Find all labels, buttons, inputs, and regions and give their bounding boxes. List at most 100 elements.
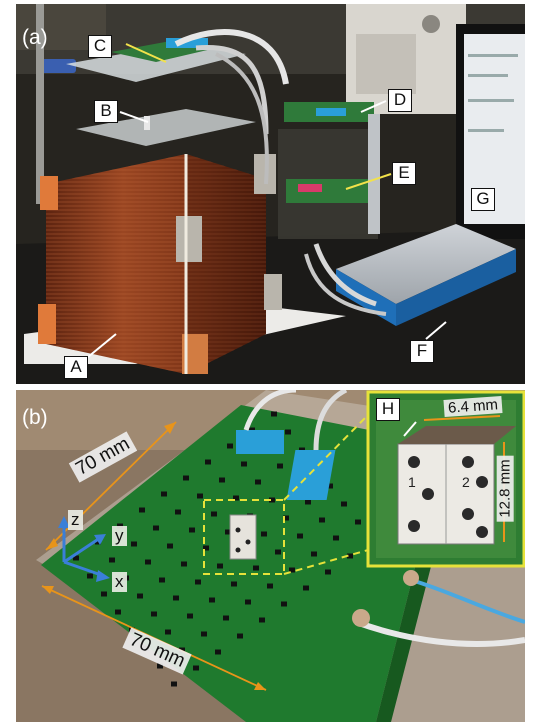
hall-sensor — [311, 551, 317, 557]
hall-sensor — [297, 533, 303, 539]
hall-sensor — [197, 493, 203, 499]
sensor-wires — [243, 390, 297, 431]
hall-sensor — [319, 517, 325, 523]
hall-sensor — [267, 583, 273, 589]
hall-sensor — [175, 509, 181, 515]
hall-sensor — [203, 545, 209, 551]
daq-cables — [304, 253, 387, 316]
hall-sensor — [227, 443, 233, 449]
blue-connector — [286, 450, 336, 500]
hall-sensor — [237, 633, 243, 639]
hall-sensor — [153, 525, 159, 531]
dim-arrowhead — [46, 538, 58, 550]
hall-sensor — [325, 569, 331, 575]
hall-sensor — [109, 557, 115, 563]
hall-sensor — [341, 501, 347, 507]
leader-a — [87, 333, 117, 358]
hall-sensor — [327, 483, 333, 489]
hall-sensor — [173, 595, 179, 601]
leader-c — [125, 43, 167, 63]
inset-dot — [408, 456, 420, 468]
blue-cable — [410, 578, 525, 624]
magnet-highlight-box — [203, 499, 285, 575]
dim-arrowhead — [164, 422, 176, 434]
top-connectors — [166, 38, 208, 48]
hall-sensor — [277, 463, 283, 469]
axis-arrowhead — [58, 516, 70, 528]
support-pole — [36, 4, 44, 204]
leader-d — [360, 100, 387, 113]
magnet-dot — [245, 539, 251, 545]
hall-sensor — [269, 497, 275, 503]
hall-sensor — [95, 539, 101, 545]
blue-tape-roll — [36, 59, 76, 73]
hall-sensor — [225, 529, 231, 535]
dim-line-top — [45, 421, 177, 551]
callout-g: G — [471, 188, 495, 211]
hall-sensor — [183, 475, 189, 481]
cable-connector — [352, 609, 370, 627]
callout-e: E — [392, 162, 416, 185]
hall-sensor — [157, 663, 163, 669]
inset-dot — [462, 456, 474, 468]
inset-face-number-right: 2 — [462, 474, 470, 490]
leader-f — [425, 321, 447, 340]
hall-sensor — [115, 609, 121, 615]
callout-f: F — [410, 340, 434, 363]
hall-sensor — [285, 429, 291, 435]
ribbon-cable — [215, 52, 269, 185]
leader-b — [119, 111, 149, 123]
callout-h: H — [376, 398, 400, 421]
hall-sensor — [161, 491, 167, 497]
hall-sensor — [167, 543, 173, 549]
hall-sensor — [215, 649, 221, 655]
blue-connector — [236, 430, 284, 454]
hall-sensor — [283, 515, 289, 521]
daq-side-panel — [396, 249, 516, 326]
hall-sensor — [355, 519, 361, 525]
coil-windings — [46, 154, 266, 374]
hall-sensor — [73, 555, 79, 561]
panel-tag-a: (a) — [22, 26, 48, 49]
hall-sensor — [87, 573, 93, 579]
magnet-dot — [235, 527, 241, 533]
panel-b-photo: (b) 70 mm 70 mm z y x H 6.4 mm 12.8 mm 1… — [16, 390, 525, 722]
wall-panel — [356, 34, 416, 94]
hall-sensor — [305, 499, 311, 505]
coil-clamp — [176, 216, 202, 262]
hall-sensor — [159, 577, 165, 583]
axis-label-y: y — [112, 526, 127, 546]
axis-label-z: z — [68, 510, 83, 530]
magnet-cube — [229, 514, 257, 560]
dim-arrowhead — [254, 682, 266, 690]
hall-sensor — [261, 531, 267, 537]
cable-connector — [403, 570, 419, 586]
board-component — [298, 184, 322, 192]
inset-dot — [408, 520, 420, 532]
hall-sensor — [131, 541, 137, 547]
hall-sensor — [231, 581, 237, 587]
hall-sensor — [217, 563, 223, 569]
daq-device-f — [336, 224, 516, 304]
rack-rail — [368, 114, 380, 234]
axis-y-arrow — [63, 536, 101, 564]
callout-a: A — [64, 356, 88, 379]
hall-sensor — [139, 507, 145, 513]
hall-sensor — [201, 631, 207, 637]
daq-cables — [313, 243, 377, 307]
hall-sensor — [211, 511, 217, 517]
sensor-pcb — [41, 405, 446, 722]
leader-h — [403, 421, 417, 437]
hall-sensor — [205, 459, 211, 465]
sensor-wires — [313, 390, 348, 451]
hall-sensor-grid — [73, 411, 375, 687]
hall-sensor — [189, 527, 195, 533]
hall-sensor — [255, 479, 261, 485]
coil-clamp — [264, 274, 282, 310]
screen-line-3 — [468, 99, 514, 102]
wall-socket — [422, 15, 440, 33]
hall-sensor — [187, 613, 193, 619]
hall-sensor — [281, 601, 287, 607]
board-connector — [316, 108, 346, 116]
inset-magnet-top — [398, 426, 516, 444]
